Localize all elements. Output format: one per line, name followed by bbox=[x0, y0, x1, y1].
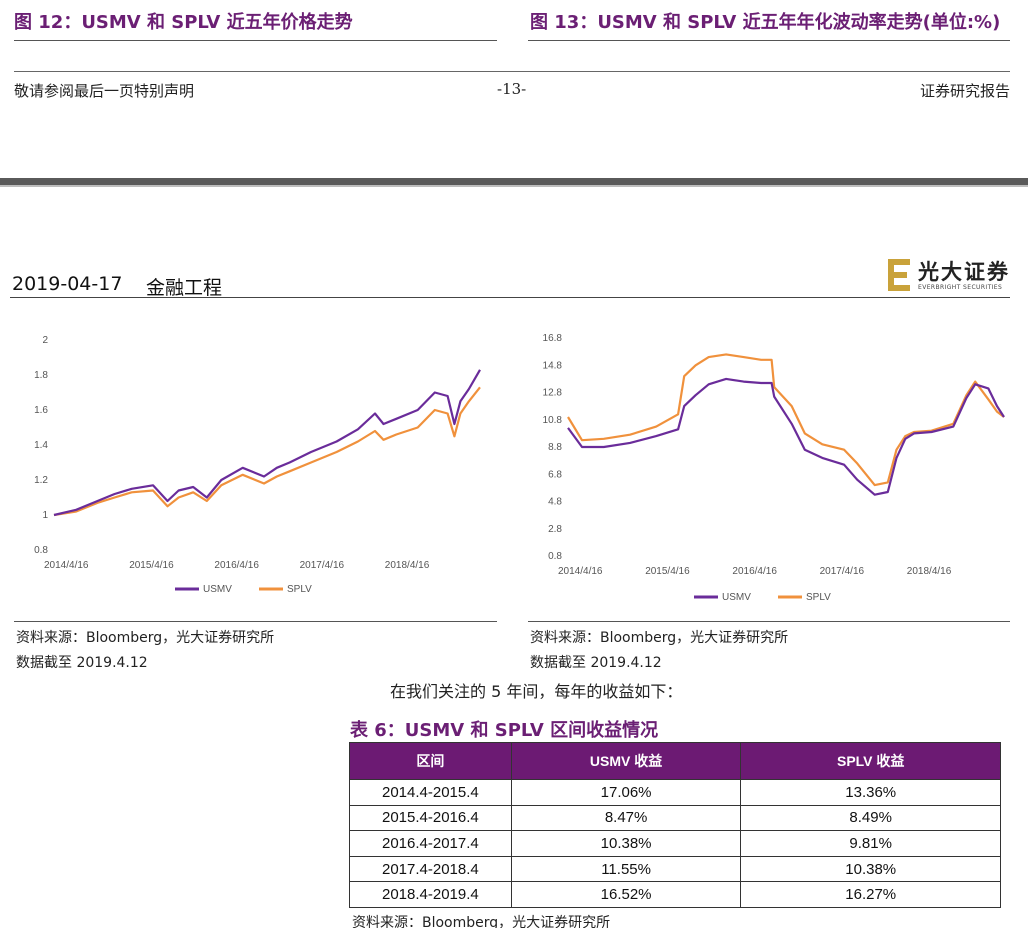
header-period: 区间 bbox=[349, 742, 512, 780]
header-rule bbox=[10, 297, 1010, 298]
legend-label-splv: SPLV bbox=[806, 592, 831, 603]
figure-13-title-rule bbox=[528, 40, 1010, 41]
y-tick-label: 0.8 bbox=[34, 545, 48, 556]
series-line-usmv bbox=[53, 369, 481, 517]
intro-paragraph: 在我们关注的 5 年间，每年的收益如下： bbox=[390, 682, 683, 701]
x-tick-label: 2017/4/16 bbox=[300, 560, 345, 571]
x-tick-label: 2018/4/16 bbox=[907, 566, 952, 577]
left-chart-bottom-rule bbox=[14, 621, 497, 622]
volatility-trend-chart: 0.8 2.8 4.8 6.8 8.8 10.8 12.8 14.8 16.8 2014/4/16… bbox=[528, 322, 1010, 620]
header-splv-return: SPLV 收益 bbox=[740, 742, 1001, 780]
y-tick-label: 10.8 bbox=[543, 415, 563, 426]
volatility-trend-svg: 0.8 2.8 4.8 6.8 8.8 10.8 12.8 14.8 16.8 2014/4/16… bbox=[543, 333, 1005, 603]
usmv-return-cell: 10.38% bbox=[510, 830, 742, 857]
x-tick-label: 2016/4/16 bbox=[732, 566, 777, 577]
everbright-logo: 光大证券 EVERBRIGHT SECURITIES bbox=[888, 255, 1013, 295]
figure-12-title: 图 12：USMV 和 SPLV 近五年价格走势 bbox=[14, 12, 353, 33]
footer-disclaimer: 敬请参阅最后一页特别声明 bbox=[14, 82, 195, 100]
legend-label-usmv: USMV bbox=[203, 584, 232, 595]
x-tick-label: 2015/4/16 bbox=[129, 560, 174, 571]
splv-return-cell: 9.81% bbox=[740, 830, 1001, 857]
y-tick-label: 1 bbox=[42, 510, 48, 521]
splv-return-cell: 10.38% bbox=[740, 855, 1001, 883]
y-tick-label: 1.2 bbox=[34, 475, 48, 486]
logo-mark-icon bbox=[888, 259, 910, 291]
usmv-return-cell: 8.47% bbox=[510, 804, 742, 832]
y-tick-label: 1.4 bbox=[34, 440, 48, 451]
logo-english-text: EVERBRIGHT SECURITIES bbox=[918, 284, 1003, 291]
page-separator-shadow bbox=[0, 185, 1028, 187]
table-row: 2016.4-2017.4 10.38% 9.81% bbox=[349, 830, 1001, 857]
report-date: 2019-04-17 bbox=[12, 273, 123, 295]
left-chart-source: 资料来源：Bloomberg，光大证券研究所 bbox=[16, 630, 275, 646]
x-tick-label: 2014/4/16 bbox=[558, 566, 603, 577]
legend-label-usmv: USMV bbox=[722, 592, 751, 603]
y-tick-label: 0.8 bbox=[548, 551, 562, 562]
x-tick-label: 2018/4/16 bbox=[385, 560, 430, 571]
period-cell: 2016.4-2017.4 bbox=[349, 830, 512, 857]
y-tick-label: 6.8 bbox=[548, 469, 562, 480]
figure-13-title: 图 13：USMV 和 SPLV 近五年年化波动率走势(单位:%) bbox=[530, 12, 1001, 33]
table-6-title: 表 6：USMV 和 SPLV 区间收益情况 bbox=[350, 720, 659, 741]
usmv-return-cell: 17.06% bbox=[510, 779, 742, 806]
usmv-return-cell: 16.52% bbox=[510, 881, 742, 908]
y-tick-label: 1.8 bbox=[34, 370, 48, 381]
report-section: 金融工程 bbox=[146, 277, 223, 299]
y-tick-label: 8.8 bbox=[548, 442, 562, 453]
left-chart-cutoff: 数据截至 2019.4.12 bbox=[16, 655, 148, 671]
y-tick-label: 4.8 bbox=[548, 497, 562, 508]
table-row: 2017.4-2018.4 11.55% 10.38% bbox=[349, 855, 1001, 883]
page-number: -13- bbox=[497, 80, 527, 98]
footer-rule bbox=[14, 71, 1010, 72]
returns-table: 区间 USMV 收益 SPLV 收益 2014.4-2015.4 17.06% … bbox=[349, 742, 1001, 908]
x-tick-label: 2015/4/16 bbox=[645, 566, 690, 577]
right-chart-cutoff: 数据截至 2019.4.12 bbox=[530, 655, 662, 671]
period-cell: 2014.4-2015.4 bbox=[349, 779, 512, 806]
logo-chinese-text: 光大证券 bbox=[918, 260, 1010, 284]
y-tick-label: 16.8 bbox=[543, 333, 563, 344]
table-row: 2018.4-2019.4 16.52% 16.27% bbox=[349, 881, 1001, 908]
x-tick-label: 2017/4/16 bbox=[820, 566, 865, 577]
header-usmv-return: USMV 收益 bbox=[510, 742, 742, 780]
table-row: 2014.4-2015.4 17.06% 13.36% bbox=[349, 779, 1001, 806]
table-row: 2015.4-2016.4 8.47% 8.49% bbox=[349, 804, 1001, 832]
y-tick-label: 2.8 bbox=[548, 524, 562, 535]
series-line-splv bbox=[53, 386, 481, 517]
y-tick-label: 1.6 bbox=[34, 405, 48, 416]
period-cell: 2017.4-2018.4 bbox=[349, 855, 512, 883]
period-cell: 2018.4-2019.4 bbox=[349, 881, 512, 908]
price-trend-chart: 0.8 1 1.2 1.4 1.6 1.8 2 2014/4/16 2015/4/16 2016/… bbox=[14, 322, 496, 620]
table-source: 资料来源：Bloomberg，光大证券研究所 bbox=[352, 915, 611, 928]
figure-12-title-rule bbox=[14, 40, 497, 41]
usmv-return-cell: 11.55% bbox=[510, 855, 742, 883]
series-line-usmv bbox=[567, 377, 1005, 496]
page-separator bbox=[0, 178, 1028, 185]
right-chart-source: 资料来源：Bloomberg，光大证券研究所 bbox=[530, 630, 789, 646]
table-header-row: 区间 USMV 收益 SPLV 收益 bbox=[349, 742, 1001, 780]
legend-label-splv: SPLV bbox=[287, 584, 312, 595]
y-tick-label: 12.8 bbox=[543, 388, 563, 399]
right-chart-bottom-rule bbox=[528, 621, 1010, 622]
series-line-splv bbox=[567, 353, 1005, 487]
y-tick-label: 14.8 bbox=[543, 360, 563, 371]
period-cell: 2015.4-2016.4 bbox=[349, 804, 512, 832]
footer-report-type: 证券研究报告 bbox=[919, 82, 1010, 100]
splv-return-cell: 8.49% bbox=[740, 804, 1001, 832]
y-tick-label: 2 bbox=[42, 335, 48, 346]
x-tick-label: 2016/4/16 bbox=[214, 560, 259, 571]
x-tick-label: 2014/4/16 bbox=[44, 560, 89, 571]
splv-return-cell: 16.27% bbox=[740, 881, 1001, 908]
splv-return-cell: 13.36% bbox=[740, 779, 1001, 806]
price-trend-svg: 0.8 1 1.2 1.4 1.6 1.8 2 2014/4/16 2015/4/16 2016/… bbox=[34, 335, 481, 595]
